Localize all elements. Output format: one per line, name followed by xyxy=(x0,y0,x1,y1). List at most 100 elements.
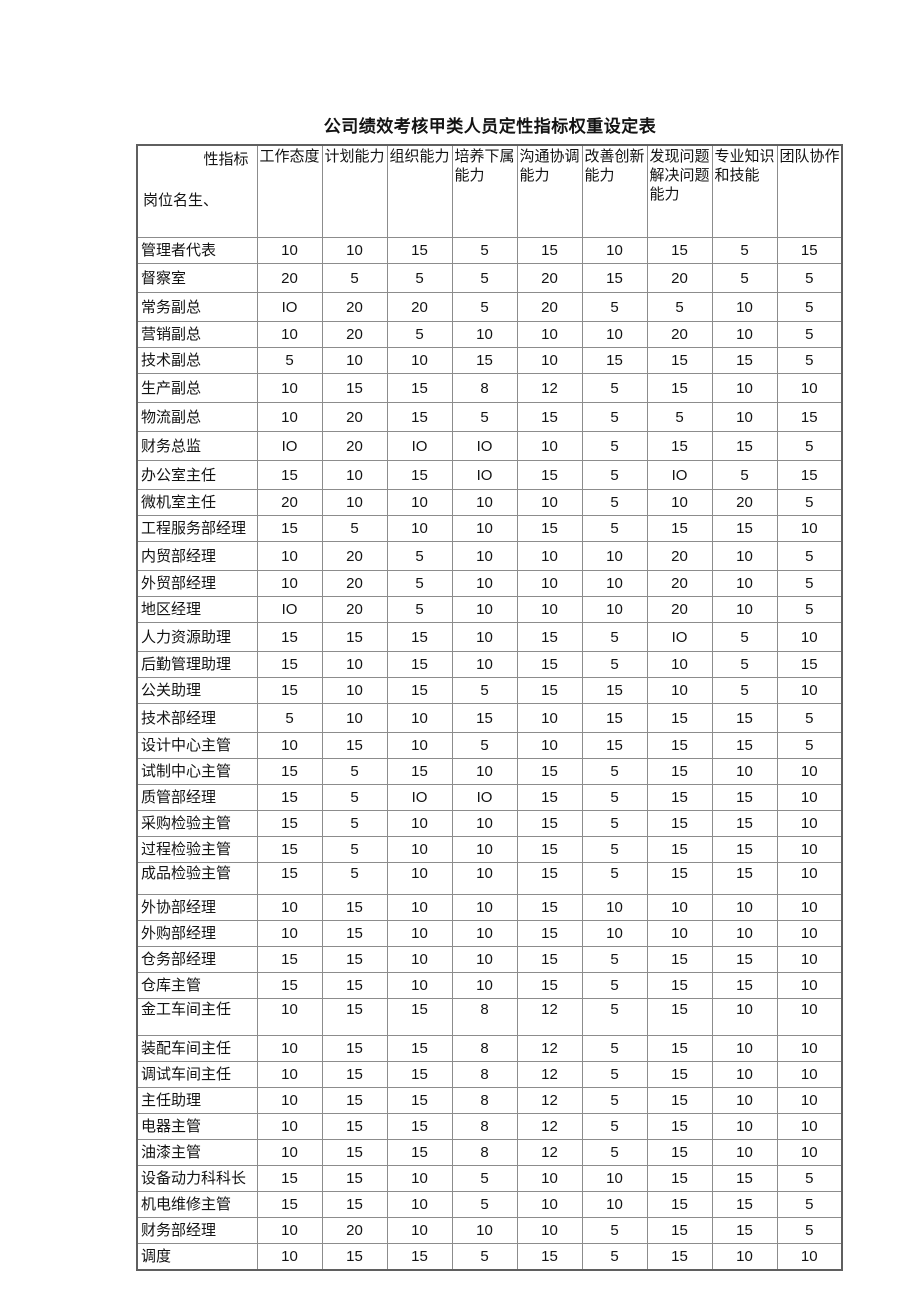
weight-cell: 5 xyxy=(581,758,648,785)
weight-cell: 15 xyxy=(711,1217,778,1244)
weight-cell: 5 xyxy=(581,402,648,432)
weight-cell: 20 xyxy=(711,489,778,516)
weight-cell: 5 xyxy=(581,1217,648,1244)
weight-cell: 10 xyxy=(256,1061,323,1088)
table-row: 工程服务部经理 15 5 10 10 15 5 15 15 10 xyxy=(136,515,843,542)
table-row: 机电维修主管 15 15 10 5 10 10 15 15 5 xyxy=(136,1191,843,1218)
weight-cell: 15 xyxy=(321,946,388,973)
weight-cell: 8 xyxy=(451,1139,518,1166)
column-header-9: 团队协作 xyxy=(776,144,843,238)
weight-cell: 5 xyxy=(581,1243,648,1271)
corner-cell: 性指标 岗位名生、 xyxy=(136,144,258,238)
weight-cell: 15 xyxy=(256,677,323,704)
weight-cell: 20 xyxy=(321,321,388,348)
weight-cell: 10 xyxy=(386,347,453,374)
weight-cell: 5 xyxy=(386,541,453,571)
weight-cell: 10 xyxy=(711,998,778,1036)
weight-cell: 10 xyxy=(711,894,778,921)
header-row: 性指标 岗位名生、 工作态度 计划能力 组织能力 培养下属能力 沟通协调能力 改善创新能力… xyxy=(136,144,843,238)
weight-cell: 10 xyxy=(386,836,453,863)
weight-cell: 10 xyxy=(451,622,518,652)
weight-cell: 8 xyxy=(451,998,518,1036)
page-title: 公司绩效考核甲类人员定性指标权重设定表 xyxy=(323,117,657,136)
weight-cell: 10 xyxy=(386,732,453,759)
weight-cell: 15 xyxy=(646,1139,713,1166)
weight-cell: 15 xyxy=(386,1035,453,1062)
weight-cell: 10 xyxy=(776,1035,843,1062)
column-header-7: 发现问题解决问题能力 xyxy=(646,144,713,238)
row-label: 设计中心主管 xyxy=(136,732,258,759)
table-row: 成品检验主管 15 5 10 10 15 5 15 15 10 xyxy=(136,862,843,895)
weight-cell: 10 xyxy=(776,920,843,947)
table-row: 采购检验主管 15 5 10 10 15 5 15 15 10 xyxy=(136,810,843,837)
table-row: 仓库主管 15 15 10 10 15 5 15 15 10 xyxy=(136,972,843,999)
weight-cell: 10 xyxy=(256,1113,323,1140)
weight-cell: 15 xyxy=(516,972,583,999)
table-row: 管理者代表 10 10 15 5 15 10 15 5 15 xyxy=(136,237,843,264)
row-label: 工程服务部经理 xyxy=(136,515,258,542)
weight-cell: 5 xyxy=(776,321,843,348)
weight-cell: 5 xyxy=(451,732,518,759)
weight-cell: 10 xyxy=(776,998,843,1036)
weight-cell: 5 xyxy=(386,596,453,623)
weight-cell: 10 xyxy=(581,894,648,921)
weight-cell: 15 xyxy=(646,998,713,1036)
weight-cell: 5 xyxy=(581,836,648,863)
weight-cell: 15 xyxy=(386,237,453,264)
document-content: 公司绩效考核甲类人员定性指标权重设定表 性指标 岗位名生、 工作态度 计划能力 组织… xyxy=(136,112,844,1271)
table-row: 仓务部经理 15 15 10 10 15 5 15 15 10 xyxy=(136,946,843,973)
weight-cell: 10 xyxy=(711,570,778,597)
weight-cell: 15 xyxy=(321,920,388,947)
weight-cell: 15 xyxy=(386,677,453,704)
weight-cell: 5 xyxy=(581,784,648,811)
weight-cell: 15 xyxy=(711,1191,778,1218)
weight-cell: 5 xyxy=(581,515,648,542)
weight-cell: 10 xyxy=(646,651,713,678)
weight-cell: 15 xyxy=(256,972,323,999)
row-label: 物流副总 xyxy=(136,402,258,432)
weight-cell: 15 xyxy=(711,732,778,759)
weight-cell: 10 xyxy=(711,758,778,785)
row-label: 技术部经理 xyxy=(136,703,258,733)
weight-cell: 5 xyxy=(386,263,453,293)
weight-cell: 15 xyxy=(646,431,713,461)
weight-cell: 10 xyxy=(256,732,323,759)
weight-cell: 15 xyxy=(646,732,713,759)
weight-cell: 5 xyxy=(451,263,518,293)
column-header-8: 专业知识和技能 xyxy=(711,144,778,238)
weight-cell: 15 xyxy=(646,1113,713,1140)
weight-cell: 15 xyxy=(646,1087,713,1114)
weight-cell: 8 xyxy=(451,1035,518,1062)
weight-cell: 15 xyxy=(386,1087,453,1114)
weight-cell: 20 xyxy=(321,570,388,597)
weight-cell: 5 xyxy=(776,292,843,322)
table-row: 主任助理 10 15 15 8 12 5 15 10 10 xyxy=(136,1087,843,1114)
weight-cell: 10 xyxy=(711,1035,778,1062)
weight-cell: 15 xyxy=(256,946,323,973)
table-row: 督察室 20 5 5 5 20 15 20 5 5 xyxy=(136,263,843,293)
weight-cell: 10 xyxy=(581,1165,648,1192)
weight-cell: 15 xyxy=(256,836,323,863)
weight-cell: 15 xyxy=(646,758,713,785)
weight-cell: 10 xyxy=(451,1217,518,1244)
weight-cell: 5 xyxy=(386,570,453,597)
weight-cell: 10 xyxy=(386,1217,453,1244)
weight-cell: 15 xyxy=(321,894,388,921)
weight-cell: 12 xyxy=(516,1139,583,1166)
weight-cell: 15 xyxy=(516,810,583,837)
weight-cell: 15 xyxy=(776,237,843,264)
weight-cell: 15 xyxy=(516,894,583,921)
weight-cell: 10 xyxy=(776,1139,843,1166)
weight-cell: 10 xyxy=(711,1087,778,1114)
weight-cell: 15 xyxy=(516,946,583,973)
weight-cell: 10 xyxy=(451,570,518,597)
weight-cell: 10 xyxy=(256,998,323,1036)
weight-cell: 5 xyxy=(581,810,648,837)
row-label: 人力资源助理 xyxy=(136,622,258,652)
weight-cell: 10 xyxy=(321,460,388,490)
weight-cell: 15 xyxy=(386,1243,453,1271)
weight-cell: 15 xyxy=(711,972,778,999)
weight-cell: 10 xyxy=(776,1061,843,1088)
weight-cell: 15 xyxy=(516,758,583,785)
weight-cell: 15 xyxy=(386,1113,453,1140)
